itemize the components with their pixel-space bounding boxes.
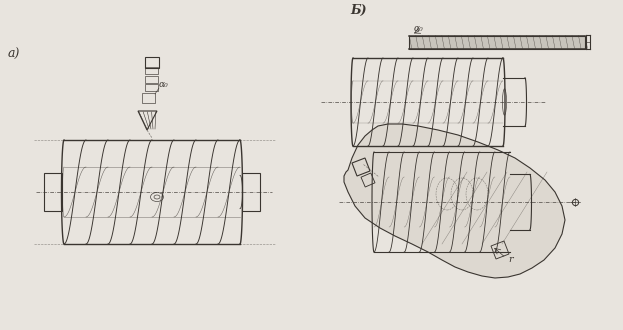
Bar bbox=[145, 84, 158, 91]
Bar bbox=[242, 173, 260, 211]
Bar bbox=[145, 57, 158, 68]
Polygon shape bbox=[344, 124, 565, 278]
Text: a): a) bbox=[8, 48, 21, 61]
Text: Б): Б) bbox=[350, 4, 366, 17]
Bar bbox=[44, 173, 62, 211]
Bar bbox=[145, 67, 158, 74]
Text: r: r bbox=[508, 255, 513, 264]
Text: α₀: α₀ bbox=[413, 24, 423, 33]
Bar bbox=[145, 76, 158, 82]
Bar bbox=[409, 36, 585, 49]
Text: α₀: α₀ bbox=[159, 80, 169, 89]
